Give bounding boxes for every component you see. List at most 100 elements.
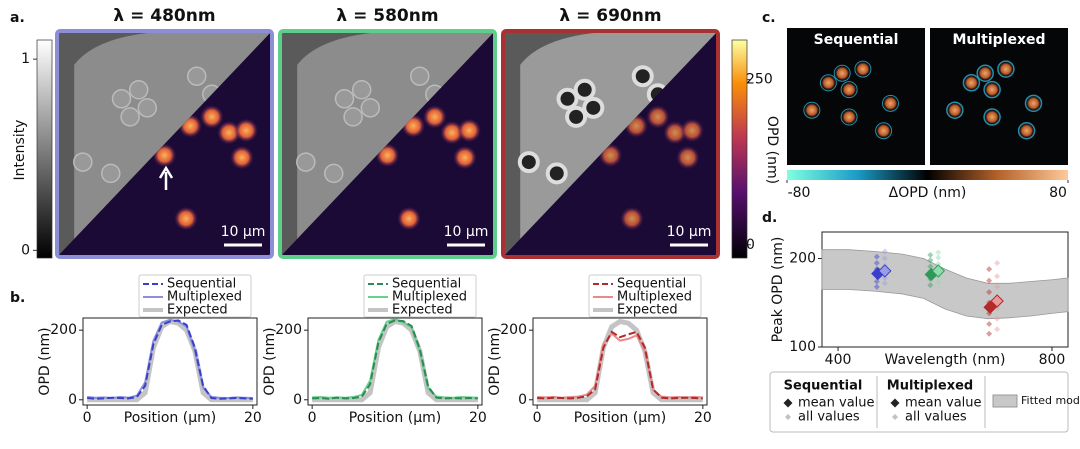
x-tick-label: 20 (244, 410, 262, 426)
scale-bar-label: 10 μm (444, 224, 489, 240)
all-value-point (994, 283, 1001, 290)
cell (73, 152, 93, 172)
all-value-point (873, 253, 880, 260)
cell-opd (234, 118, 259, 143)
legend-label: Sequential (167, 277, 236, 292)
colorbar (731, 39, 748, 259)
plot-frame (82, 317, 258, 406)
cell (360, 98, 381, 118)
series-line (87, 318, 253, 403)
y-axis-label: OPD (nm) (37, 327, 53, 395)
legend-label: mean value (905, 396, 982, 411)
legend-label: Expected (617, 303, 678, 318)
cell (517, 151, 540, 174)
cell (334, 89, 355, 109)
mean-point (983, 300, 997, 314)
cell-ring (983, 108, 1001, 126)
arrow (158, 165, 174, 190)
series-line (537, 332, 703, 399)
cell-opd (397, 206, 421, 231)
colorbar-label: ΔOPD (nm) (889, 185, 967, 201)
all-value-point (873, 283, 880, 290)
all-value-point (873, 259, 880, 266)
colorbar-tick-label: 0 (21, 242, 30, 258)
legend-marker (785, 414, 791, 420)
cell-ring (997, 60, 1015, 78)
cell (565, 105, 588, 128)
y-tick-label: 0 (293, 392, 302, 408)
mean-point (878, 264, 892, 278)
series-line (312, 319, 478, 400)
legend-swatch (992, 394, 1018, 408)
panel-label: b. (10, 290, 25, 306)
cell (120, 107, 140, 127)
all-value-point (881, 280, 888, 287)
cell-opd (675, 145, 700, 170)
panel-title: λ = 580nm (336, 6, 438, 26)
legend-title: Sequential (784, 379, 863, 394)
legend-marker (892, 414, 898, 420)
cell-opd (680, 118, 705, 143)
colorbar-tick-label: 80 (1049, 185, 1067, 201)
cell-ring (962, 74, 981, 92)
legend-label: Fitted model (1021, 394, 1080, 407)
all-value-point (986, 321, 993, 327)
y-tick-label: 200 (789, 251, 816, 267)
scale-bar-label: 10 μm (221, 224, 266, 240)
cell-ring (840, 81, 858, 99)
all-value-point (927, 282, 934, 289)
legend-label: Sequential (617, 277, 686, 292)
micrograph (503, 31, 718, 257)
x-axis-label: Position (μm) (349, 410, 441, 426)
series-line (87, 318, 253, 400)
legend-label: mean value (798, 396, 875, 411)
cell-ring (803, 101, 821, 119)
cell-ring (882, 94, 899, 112)
x-tick-label: 400 (825, 352, 852, 368)
series-line (87, 319, 253, 400)
legend-box (769, 371, 1069, 433)
panel-border (55, 29, 274, 259)
cell-ring (875, 122, 893, 140)
panel-border (501, 29, 720, 259)
all-value-point (881, 248, 888, 255)
cell-ring (946, 101, 964, 119)
all-value-point (927, 257, 934, 264)
legend-label: all values (798, 410, 860, 425)
micrograph-dark (787, 28, 925, 165)
x-tick-label: 20 (469, 410, 487, 426)
x-axis-label: Position (μm) (574, 410, 666, 426)
cell-ring (1017, 122, 1036, 140)
plot-frame (307, 317, 483, 406)
legend-marker (890, 398, 900, 408)
legend-box (138, 274, 252, 318)
legend-label: Multiplexed (617, 290, 692, 305)
panel-title: λ = 480nm (113, 6, 215, 26)
colorbar-tick-label: 0 (746, 237, 755, 253)
micrograph (57, 31, 272, 257)
cell (556, 87, 579, 110)
y-tick-label: 200 (275, 322, 302, 338)
colorbar-label: Intensity (12, 120, 28, 181)
series-line (537, 330, 703, 400)
legend-box (363, 274, 477, 318)
legend-label: Expected (392, 303, 453, 318)
colorbar-label: OPD (nm) (764, 116, 780, 184)
y-tick-label: 200 (50, 322, 77, 338)
y-tick-label: 200 (500, 322, 527, 338)
all-value-point (986, 289, 993, 296)
cell (111, 89, 132, 109)
series-line (312, 318, 478, 403)
all-value-point (927, 263, 934, 270)
all-value-point (994, 326, 1001, 333)
x-axis-label: Wavelength (nm) (885, 352, 1006, 368)
x-tick-label: 0 (533, 410, 542, 426)
panel-title: λ = 690nm (559, 6, 661, 26)
cell (101, 163, 121, 184)
all-value-point (994, 273, 1001, 280)
x-tick-label: 0 (83, 410, 92, 426)
fitted-band (821, 249, 1069, 320)
colorbar (787, 170, 1068, 180)
x-tick-label: 20 (694, 410, 712, 426)
